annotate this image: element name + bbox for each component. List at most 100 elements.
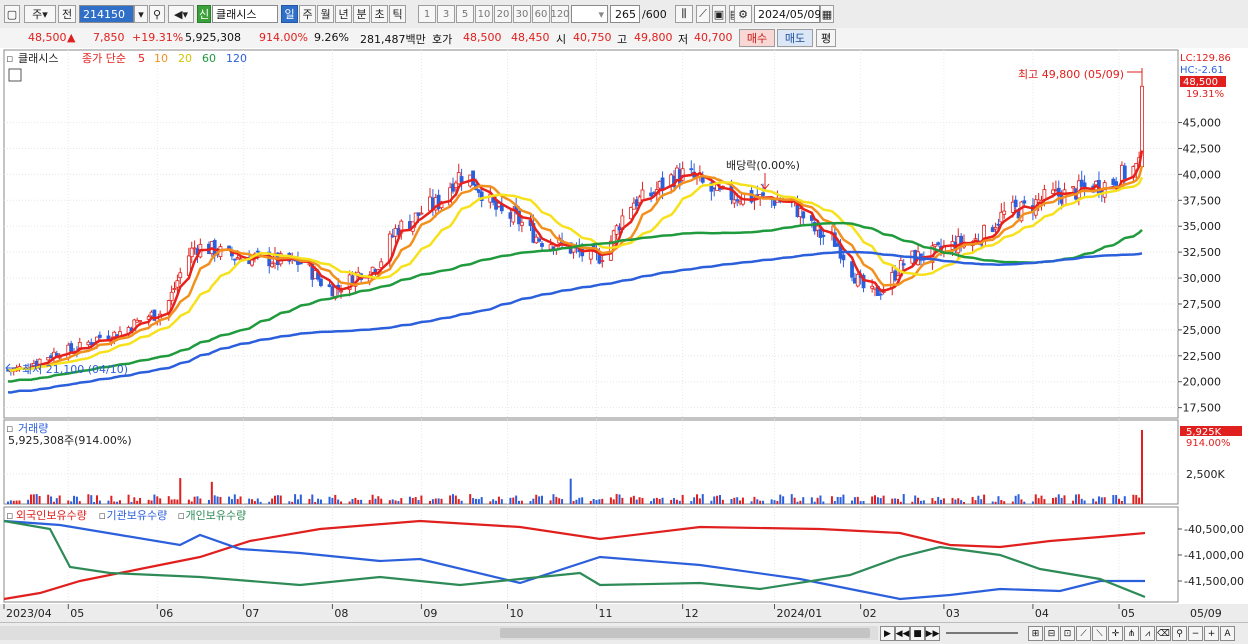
font-size-icon[interactable]: A: [1220, 626, 1235, 641]
count-input[interactable]: 265: [610, 5, 640, 23]
horizontal-scrollbar[interactable]: [0, 626, 878, 640]
interval-tab-20[interactable]: 20: [494, 5, 512, 23]
fast-forward-icon[interactable]: ▶▶: [925, 626, 940, 641]
candle-body: [1071, 186, 1075, 189]
period-tab-4[interactable]: 분: [353, 5, 370, 23]
plus-icon[interactable]: +: [1204, 626, 1219, 641]
eval-button[interactable]: 평: [816, 29, 836, 47]
volume-bar: [400, 498, 403, 504]
search-icon[interactable]: ⚲: [149, 5, 165, 23]
volume-bar: [58, 495, 61, 504]
volume-bar: [273, 495, 276, 504]
trend-line-2-icon[interactable]: ⟍: [1092, 626, 1107, 641]
volume-bar: [314, 501, 317, 504]
volume-bar: [319, 499, 322, 504]
code-input[interactable]: 214150: [79, 5, 134, 23]
volume-bar: [12, 500, 15, 504]
speaker-icon[interactable]: ◀▾: [168, 5, 194, 23]
stock-name-field[interactable]: 클래시스: [212, 5, 278, 23]
volume-bar: [374, 498, 377, 504]
save-icon[interactable]: ▣: [712, 5, 726, 23]
type-select[interactable]: 주 ▾: [24, 5, 56, 23]
volume-bar: [1138, 497, 1141, 504]
candle-body: [878, 293, 883, 296]
candle-body: [255, 250, 260, 253]
crosshair-icon[interactable]: ✛: [1108, 626, 1123, 641]
volume-bar: [159, 498, 162, 504]
layout-split-icon[interactable]: ⊡: [1060, 626, 1075, 641]
interval-select[interactable]: ▾: [571, 5, 608, 23]
candle-body: [519, 221, 524, 226]
trend-line-icon[interactable]: ⟋: [1076, 626, 1091, 641]
candle-body: [640, 189, 645, 201]
hc-label: HC:-2.61: [1180, 65, 1224, 76]
stop-icon[interactable]: ■: [910, 626, 925, 641]
volume-bar: [629, 497, 632, 504]
volume-bar: [236, 499, 239, 504]
volume-bar: [830, 496, 833, 504]
scroll-thumb[interactable]: [500, 628, 870, 638]
volume-bar: [509, 497, 512, 504]
quote-bar: 48,500 ▲ 7,850 +19.31% 5,925,308 914.00%…: [0, 28, 1248, 49]
interval-tab-60[interactable]: 60: [532, 5, 550, 23]
interval-tab-5[interactable]: 5: [456, 5, 474, 23]
volume-bar: [670, 499, 673, 504]
magnet-icon[interactable]: ⋔: [1124, 626, 1139, 641]
period-tab-3[interactable]: 년: [335, 5, 352, 23]
volume-badge-label: 5,925K: [1186, 427, 1222, 438]
holding-legend-sep: ▫: [178, 509, 185, 522]
volume-bar: [15, 500, 18, 504]
price-chart[interactable]: 45,000 42,500 40,000 37,500 35,000 32,500 30,0…: [0, 48, 1248, 622]
holding-legend-1: 기관보유수량: [107, 509, 168, 522]
period-tab-2[interactable]: 월: [317, 5, 334, 23]
volume-bar: [391, 499, 394, 504]
volume-bar: [736, 497, 739, 504]
interval-tab-10[interactable]: 10: [475, 5, 493, 23]
period-tab-5[interactable]: 초: [371, 5, 388, 23]
interval-tab-30[interactable]: 30: [513, 5, 531, 23]
minus-icon[interactable]: −: [1188, 626, 1203, 641]
interval-tab-3[interactable]: 3: [437, 5, 455, 23]
volume-bar: [348, 501, 351, 504]
zoom-slider[interactable]: [946, 632, 1018, 634]
low-label: 저: [678, 33, 689, 46]
layout-grid-icon[interactable]: ⊞: [1028, 626, 1043, 641]
candle-body: [821, 234, 826, 237]
scroll-right-icon[interactable]: ▶: [880, 626, 895, 641]
candle-body: [1002, 210, 1007, 215]
volume-menu-icon: ▫: [6, 422, 13, 435]
volume-bar: [793, 497, 796, 504]
sell-button[interactable]: 매도: [777, 29, 813, 47]
gear-icon[interactable]: ⚙: [734, 5, 752, 23]
volume-bar: [572, 501, 575, 504]
layout-stack-icon[interactable]: ⊟: [1044, 626, 1059, 641]
volume-bar: [1118, 498, 1121, 504]
volume-bar: [1011, 501, 1014, 504]
ma-legend-20: 20: [178, 52, 192, 65]
interval-tab-120[interactable]: 120: [550, 5, 570, 23]
volume-bar: [917, 497, 920, 504]
candle-body: [166, 300, 171, 316]
volume-bar: [472, 498, 475, 504]
candle-body: [232, 258, 237, 261]
zoom-icon[interactable]: ⚲: [1172, 626, 1187, 641]
volume-bar: [690, 501, 693, 504]
draw-tool-icon[interactable]: ⟋: [696, 5, 710, 23]
chevron-down-icon[interactable]: ▾: [134, 5, 148, 23]
volume-bar: [796, 501, 799, 504]
period-tab-1[interactable]: 주: [299, 5, 316, 23]
buy-button[interactable]: 매수: [739, 29, 775, 47]
layout-icon[interactable]: ▢: [4, 5, 20, 23]
period-tab-0[interactable]: 일: [281, 5, 298, 23]
period-tab-6[interactable]: 틱: [389, 5, 406, 23]
scope-select[interactable]: 전: [58, 5, 76, 23]
candle-type-icon[interactable]: ⫼: [675, 5, 693, 23]
rewind-icon[interactable]: ◀◀: [895, 626, 910, 641]
calendar-icon[interactable]: ▦: [820, 5, 834, 23]
volume-bar: [1100, 497, 1103, 504]
fib-icon[interactable]: ⩘: [1140, 626, 1155, 641]
date-input[interactable]: 2024/05/09: [754, 5, 821, 23]
interval-tab-1[interactable]: 1: [418, 5, 436, 23]
volume-bar: [337, 499, 340, 504]
erase-icon[interactable]: ⌫: [1156, 626, 1171, 641]
